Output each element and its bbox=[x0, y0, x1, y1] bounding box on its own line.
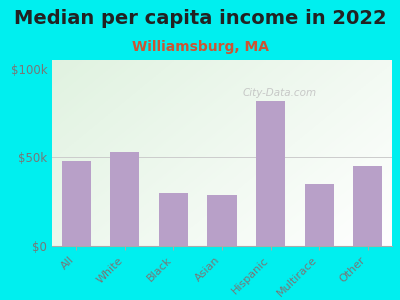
Text: City-Data.com: City-Data.com bbox=[243, 88, 317, 98]
Bar bbox=[62, 161, 91, 246]
Text: Williamsburg, MA: Williamsburg, MA bbox=[132, 40, 268, 55]
Bar bbox=[208, 195, 236, 246]
Bar bbox=[256, 101, 285, 246]
Bar bbox=[110, 152, 140, 246]
Bar bbox=[353, 166, 382, 246]
Bar bbox=[159, 193, 188, 246]
Bar bbox=[304, 184, 334, 246]
Text: Median per capita income in 2022: Median per capita income in 2022 bbox=[14, 9, 386, 28]
